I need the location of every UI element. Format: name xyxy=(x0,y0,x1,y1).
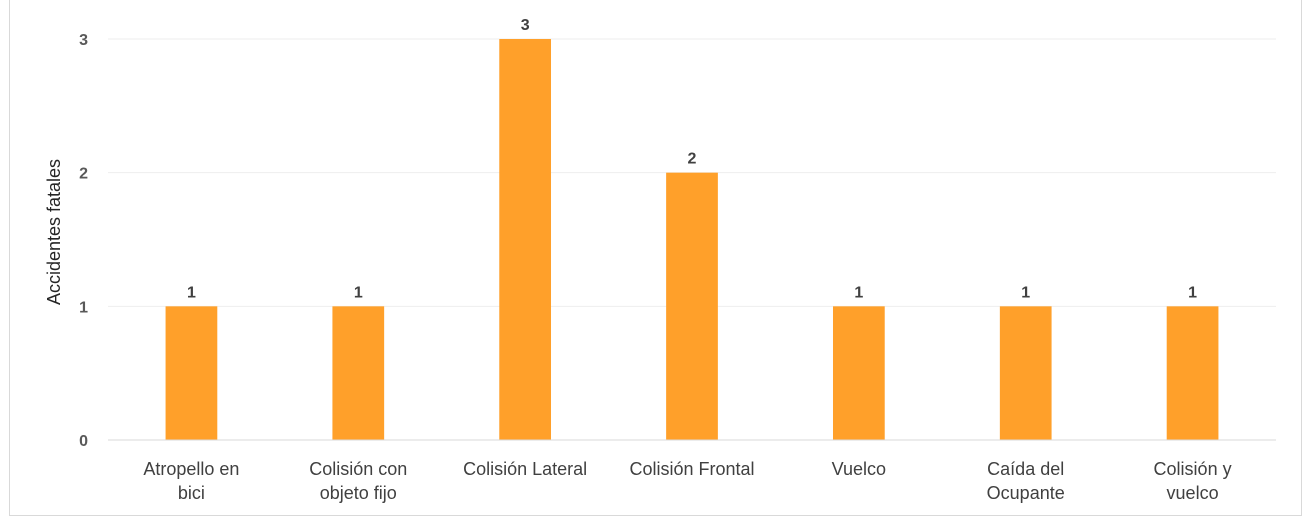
y-tick-label: 0 xyxy=(79,433,88,450)
data-labels: 1 1 3 2 1 1 1 xyxy=(187,17,1197,301)
y-tick-labels: 0 1 2 3 xyxy=(79,32,88,450)
y-axis-title: Accidentes fatales xyxy=(44,159,64,305)
category-label: vuelco xyxy=(1167,483,1219,503)
category-label: Ocupante xyxy=(987,483,1065,503)
category-label: Caída del xyxy=(987,459,1064,479)
chart-frame xyxy=(9,0,1302,516)
category-label: bici xyxy=(178,483,205,503)
bar xyxy=(499,39,552,440)
category-label: Colisión y xyxy=(1154,459,1232,479)
bar xyxy=(1166,306,1219,440)
data-label: 1 xyxy=(187,284,196,301)
data-label: 1 xyxy=(854,284,863,301)
category-labels: Atropello en bici Colisión con objeto fijo C… xyxy=(143,459,1231,503)
y-tick-label: 3 xyxy=(79,32,88,49)
data-label: 3 xyxy=(521,17,530,34)
bar xyxy=(666,172,718,440)
bar xyxy=(332,306,385,440)
category-label: Colisión con xyxy=(309,459,407,479)
bar xyxy=(999,306,1052,440)
bar xyxy=(165,306,218,440)
category-label: Vuelco xyxy=(832,459,886,479)
y-tick-label: 2 xyxy=(79,166,88,183)
bars xyxy=(165,39,1219,440)
category-label: Colisión Lateral xyxy=(463,459,587,479)
data-label: 1 xyxy=(354,284,363,301)
y-tick-label: 1 xyxy=(79,299,88,316)
data-label: 1 xyxy=(1021,284,1030,301)
data-label: 2 xyxy=(688,151,697,168)
bar xyxy=(832,306,885,440)
category-label: Colisión Frontal xyxy=(629,459,754,479)
category-label: objeto fijo xyxy=(320,483,397,503)
category-label: Atropello en xyxy=(143,459,239,479)
data-label: 1 xyxy=(1188,284,1197,301)
